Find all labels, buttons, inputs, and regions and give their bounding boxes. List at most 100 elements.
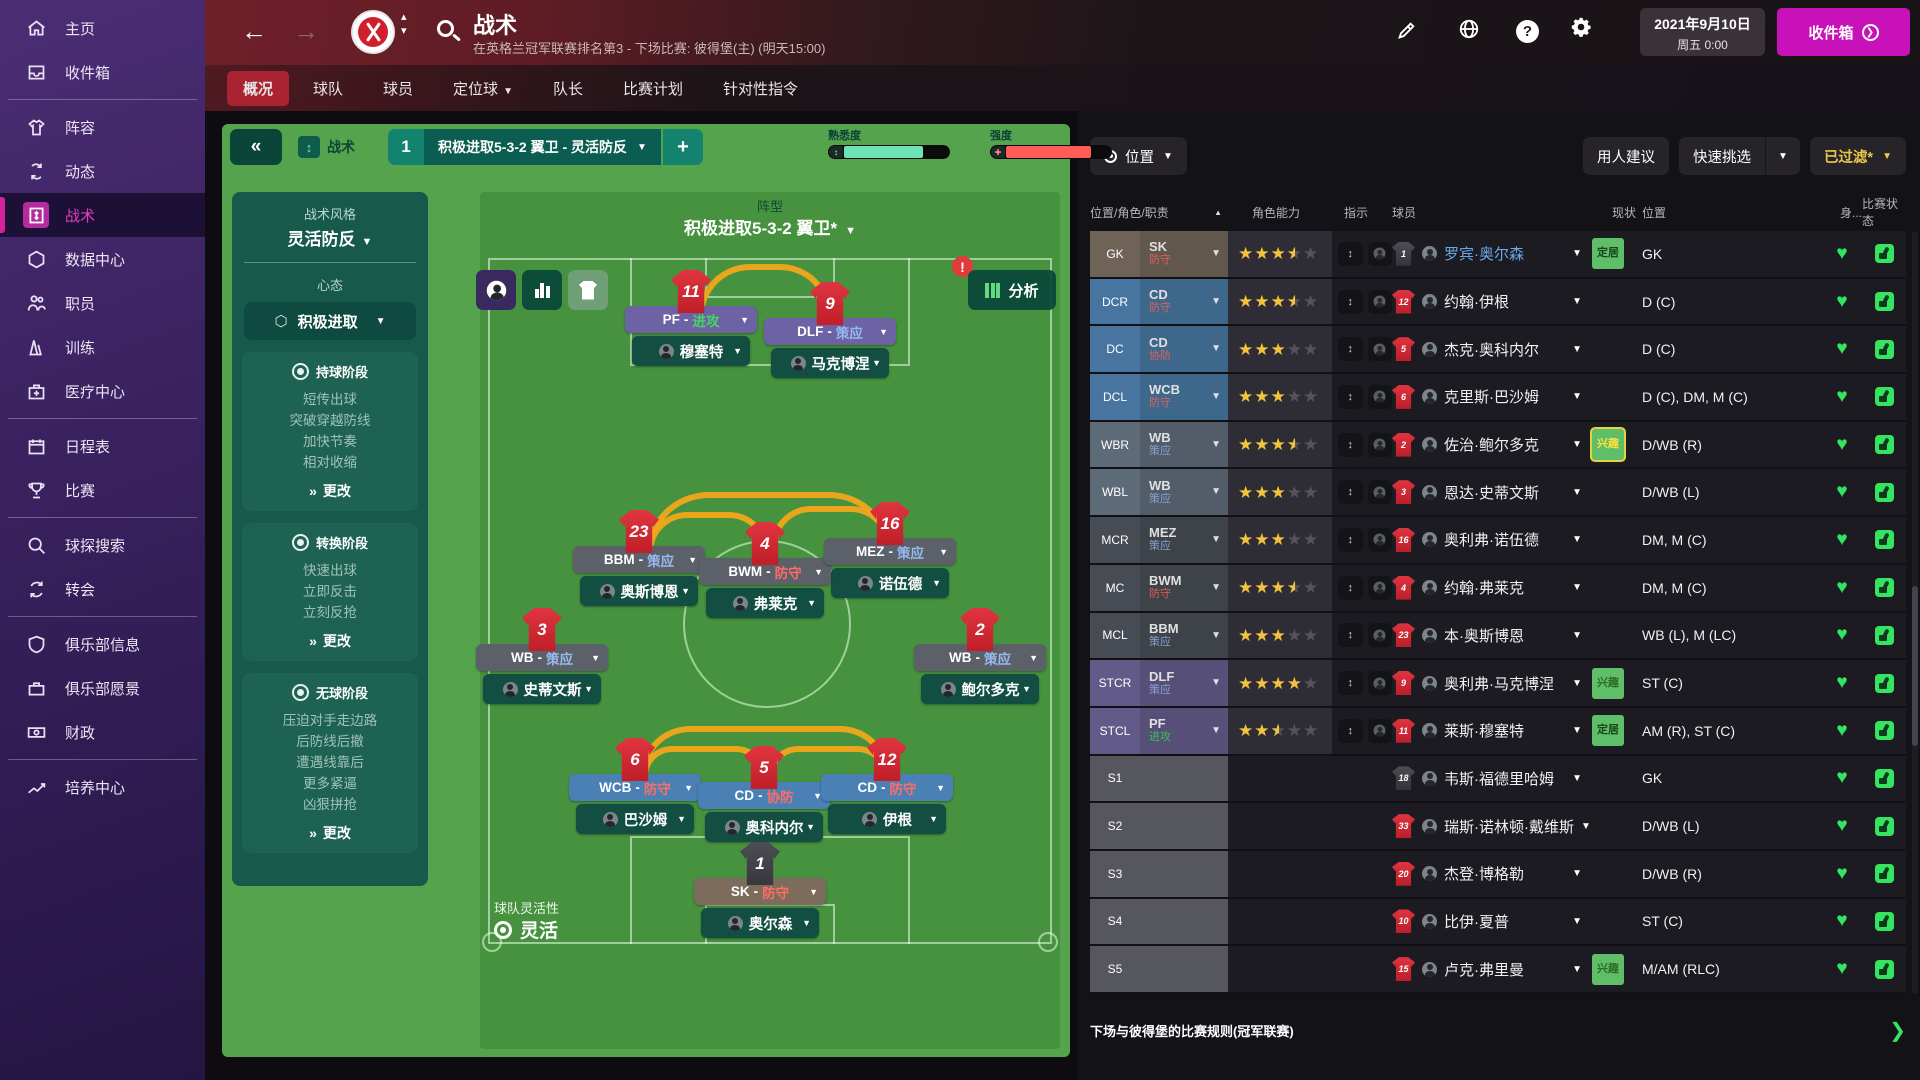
tactic-selector[interactable]: 1 积极进取5-3-2 翼卫 - 灵活防反 ▼ + bbox=[388, 129, 703, 165]
player-card-icon[interactable] bbox=[1367, 337, 1392, 362]
role-cell[interactable]: WB 策应 ▼ bbox=[1140, 421, 1228, 468]
role-cell[interactable]: DLF 策应 ▼ bbox=[1140, 660, 1228, 706]
tab-针对性指令[interactable]: 针对性指令 bbox=[723, 80, 799, 98]
table-row[interactable]: S3 20 杰登·博格勒 ▼ D/WB (R) ♥ bbox=[1090, 850, 1906, 899]
tab-概况[interactable]: 概况 bbox=[227, 70, 290, 106]
player-instruction-icon[interactable]: ↕ bbox=[1338, 337, 1363, 362]
table-row[interactable]: S1 18 韦斯·福德里哈姆 ▼ GK ♥ bbox=[1090, 755, 1906, 804]
player-cell[interactable]: 15 卢克·弗里曼 ▼ bbox=[1392, 946, 1592, 992]
mentality-select[interactable]: ⬡ 积极进取 ▼ bbox=[244, 302, 416, 340]
table-row[interactable]: MCL BBM 策应 ▼ ★ ★ ★ ★ ★ ↕ 23 本·奥斯博恩 ▼ WB (L), M (LC) ♥ bbox=[1090, 612, 1906, 661]
player-instruction-icon[interactable]: ↕ bbox=[1338, 480, 1363, 505]
sidebar-item-dynamics[interactable]: 动态 bbox=[0, 149, 205, 193]
player-instruction-icon[interactable]: ↕ bbox=[1338, 527, 1363, 552]
role-select[interactable]: MEZ - 策应 ▼ bbox=[824, 538, 956, 565]
kit-view-button[interactable] bbox=[568, 270, 608, 310]
role-cell[interactable]: WCB 防守 ▼ bbox=[1140, 374, 1228, 420]
player-select[interactable]: 诺伍德 ▼ bbox=[831, 568, 949, 598]
sidebar-item-inbox[interactable]: 收件箱 bbox=[0, 50, 205, 94]
change-button[interactable]: » 更改 bbox=[309, 825, 351, 841]
alert-icon[interactable]: ! bbox=[952, 256, 973, 277]
player-cell[interactable]: 2 佐治·鲍尔多克 ▼ bbox=[1392, 422, 1592, 468]
player-view-button[interactable] bbox=[476, 270, 516, 310]
back-arrow-icon[interactable]: ← bbox=[241, 16, 267, 46]
role-cell[interactable]: CD 协防 ▼ bbox=[1140, 326, 1228, 373]
sort-icon[interactable]: ▲ bbox=[1214, 207, 1222, 217]
player-instruction-icon[interactable]: ↕ bbox=[1338, 241, 1363, 266]
player-select[interactable]: 伊根 ▼ bbox=[828, 804, 946, 834]
player-instruction-icon[interactable]: ↕ bbox=[1338, 718, 1363, 743]
player-cell[interactable]: 20 杰登·博格勒 ▼ bbox=[1392, 851, 1592, 897]
change-button[interactable]: » 更改 bbox=[309, 483, 351, 499]
player-select[interactable]: 奥科内尔 ▼ bbox=[705, 812, 823, 842]
player-instruction-icon[interactable]: ↕ bbox=[1338, 623, 1363, 648]
help-icon[interactable]: ? bbox=[1516, 20, 1539, 43]
sidebar-item-transfers[interactable]: 转会 bbox=[0, 567, 205, 611]
sidebar-item-club-info[interactable]: 俱乐部信息 bbox=[0, 622, 205, 666]
player-instruction-icon[interactable]: ↕ bbox=[1338, 671, 1363, 696]
table-row[interactable]: WBL WB 策应 ▼ ★ ★ ★ ★ ★ ↕ 3 恩达·史蒂文斯 ▼ D/WB (L) ♥ bbox=[1090, 469, 1906, 518]
table-row[interactable]: STCR DLF 策应 ▼ ★ ★ ★ ★ ★ ↕ 9 奥利弗·马克博涅 ▼ 兴趣 ST (C) ♥ bbox=[1090, 660, 1906, 708]
player-card-icon[interactable] bbox=[1367, 241, 1392, 266]
player-cell[interactable]: 1 罗宾·奥尔森 ▼ bbox=[1392, 231, 1592, 277]
tab-球员[interactable]: 球员 bbox=[383, 80, 414, 98]
role-cell[interactable]: BWM 防守 ▼ bbox=[1140, 564, 1228, 611]
table-row[interactable]: DCL WCB 防守 ▼ ★ ★ ★ ★ ★ ↕ 6 克里斯·巴沙姆 ▼ D (C), DM, M (C)… bbox=[1090, 374, 1906, 422]
inbox-button[interactable]: 收件箱 ❯ bbox=[1777, 8, 1910, 56]
club-badge[interactable] bbox=[351, 10, 395, 54]
sidebar-item-data-hub[interactable]: 数据中心 bbox=[0, 237, 205, 281]
role-cell[interactable]: BBM 策应 ▼ bbox=[1140, 612, 1228, 659]
player-cell[interactable]: 18 韦斯·福德里哈姆 ▼ bbox=[1392, 756, 1592, 802]
settings-gear-icon[interactable] bbox=[1570, 16, 1592, 43]
role-select[interactable]: BWM - 防守 ▼ bbox=[699, 558, 831, 585]
player-cell[interactable]: 4 约翰·弗莱克 ▼ bbox=[1392, 565, 1592, 611]
player-cell[interactable]: 12 约翰·伊根 ▼ bbox=[1392, 279, 1592, 325]
search-icon[interactable] bbox=[437, 20, 454, 37]
analysis-button[interactable]: 分析 bbox=[968, 270, 1056, 310]
sidebar-item-tactics[interactable]: 战术 bbox=[0, 193, 205, 237]
player-card-icon[interactable] bbox=[1367, 718, 1392, 743]
player-cell[interactable]: 6 克里斯·巴沙姆 ▼ bbox=[1392, 374, 1592, 420]
player-select[interactable]: 鲍尔多克 ▼ bbox=[921, 674, 1039, 704]
player-card-icon[interactable] bbox=[1367, 480, 1392, 505]
tab-球队[interactable]: 球队 bbox=[313, 80, 344, 98]
player-card-icon[interactable] bbox=[1367, 623, 1392, 648]
change-button[interactable]: » 更改 bbox=[309, 633, 351, 649]
sidebar-item-schedule[interactable]: 日程表 bbox=[0, 424, 205, 468]
player-select[interactable]: 穆塞特 ▼ bbox=[632, 336, 750, 366]
player-instruction-icon[interactable]: ↕ bbox=[1338, 575, 1363, 600]
sidebar-item-staff[interactable]: 职员 bbox=[0, 281, 205, 325]
player-instruction-icon[interactable]: ↕ bbox=[1338, 289, 1363, 314]
player-select[interactable]: 奥斯博恩 ▼ bbox=[580, 576, 698, 606]
tactical-style-select[interactable]: 灵活防反 ▼ bbox=[287, 230, 373, 249]
sidebar-item-training[interactable]: 训练 bbox=[0, 325, 205, 369]
formation-select[interactable]: 积极进取5-3-2 翼卫* ▼ bbox=[684, 219, 856, 238]
player-select[interactable]: 弗莱克 ▼ bbox=[706, 588, 824, 618]
table-row[interactable]: GK SK 防守 ▼ ★ ★ ★ ★ ★ ★ ↕ 1 罗宾·奥尔森 ▼ 定居 GK ♥ bbox=[1090, 231, 1906, 279]
tab-队长[interactable]: 队长 bbox=[552, 80, 583, 98]
sidebar-item-scouting[interactable]: 球探搜索 bbox=[0, 523, 205, 567]
sidebar-item-finances[interactable]: 财政 bbox=[0, 710, 205, 754]
role-cell[interactable]: CD 防守 ▼ bbox=[1140, 278, 1228, 325]
edit-pencil-icon[interactable] bbox=[1395, 20, 1417, 47]
role-cell[interactable]: PF 进攻 ▼ bbox=[1140, 707, 1228, 754]
table-row[interactable]: DC CD 协防 ▼ ★ ★ ★ ★ ★ ↕ 5 杰克·奥科内尔 ▼ D (C) ♥ bbox=[1090, 326, 1906, 375]
player-cell[interactable]: 5 杰克·奥科内尔 ▼ bbox=[1392, 326, 1592, 372]
sidebar-item-home[interactable]: 主页 bbox=[0, 6, 205, 50]
role-select[interactable]: WCB - 防守 ▼ bbox=[569, 774, 701, 801]
player-select[interactable]: 史蒂文斯 ▼ bbox=[483, 674, 601, 704]
table-row[interactable]: S5 15 卢克·弗里曼 ▼ 兴趣 M/AM (RLC) ♥ bbox=[1090, 946, 1906, 994]
add-tactic-button[interactable]: + bbox=[662, 129, 703, 165]
player-select[interactable]: 马克博涅 ▼ bbox=[771, 348, 889, 378]
sidebar-item-squad[interactable]: 阵容 bbox=[0, 105, 205, 149]
scrollbar-thumb[interactable] bbox=[1912, 586, 1918, 746]
player-card-icon[interactable] bbox=[1367, 384, 1392, 409]
team-switch-chevrons[interactable]: ▴ ▾ bbox=[401, 11, 407, 37]
table-row[interactable]: S4 10 比伊·夏普 ▼ ST (C) ♥ bbox=[1090, 898, 1906, 947]
tab-比赛计划[interactable]: 比赛计划 bbox=[622, 80, 683, 98]
player-cell[interactable]: 11 莱斯·穆塞特 ▼ bbox=[1392, 708, 1592, 754]
player-cell[interactable]: 33 瑞斯·诺林顿·戴维斯 ▼ bbox=[1392, 803, 1592, 849]
player-cell[interactable]: 3 恩达·史蒂文斯 ▼ bbox=[1392, 469, 1592, 515]
sidebar-item-medical[interactable]: 医疗中心 bbox=[0, 369, 205, 413]
game-date[interactable]: 2021年9月10日 周五 0:00 bbox=[1640, 8, 1765, 56]
